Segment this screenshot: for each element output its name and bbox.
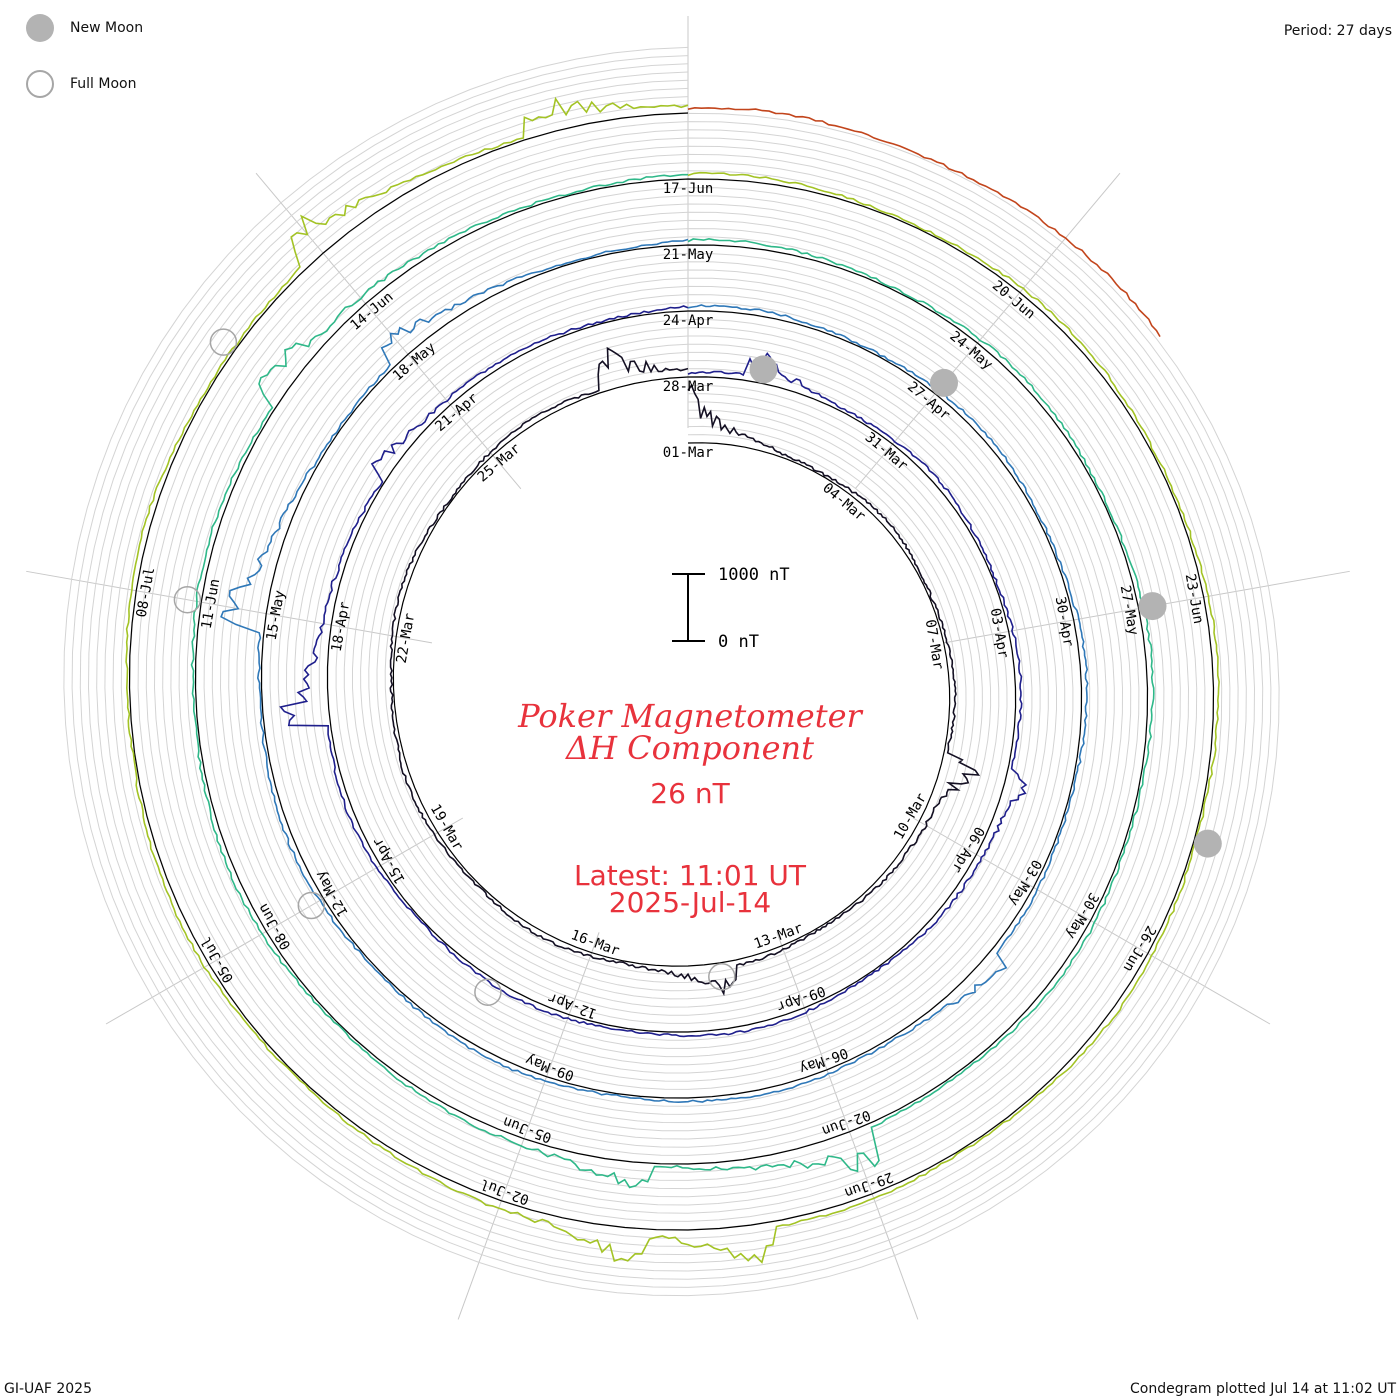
footer-plot-time: Condegram plotted Jul 14 at 11:02 UT (1129, 1381, 1396, 1397)
date-label: 27-May (1117, 584, 1142, 637)
trace-rotation-2025-04-24 (220, 238, 1089, 1104)
legend-full-moon: Full Moon (26, 70, 136, 98)
date-label: 18-Apr (329, 601, 354, 654)
spiral-scale-line (96, 79, 1247, 1264)
latest-date: 2025-Jul-14 (608, 886, 772, 919)
date-label: 08-Jul (134, 566, 159, 619)
date-label: 17-Jun (663, 181, 714, 197)
date-label: 01-Mar (663, 445, 714, 461)
spiral-scale-line (87, 71, 1256, 1272)
trace-rotation-2025-05-21 (190, 173, 1155, 1189)
trace-layer (125, 96, 1220, 1264)
radial-gridline (105, 817, 464, 1025)
new-moon-marker (1138, 592, 1167, 621)
footer-credit: GI-UAF 2025 (4, 1381, 92, 1397)
new-moon-marker (749, 355, 778, 384)
date-label: 11-Jun (199, 578, 224, 631)
date-label: 25-Mar (475, 441, 524, 486)
date-label: 15-May (264, 589, 289, 642)
period-label: Period: 27 days (1283, 23, 1392, 39)
date-label: 24-Apr (663, 313, 714, 329)
scale-bar-top-label: 1000 nT (718, 565, 790, 585)
date-label: 28-Mar (663, 379, 714, 395)
new-moon-icon (26, 14, 54, 42)
date-label: 02-Jul (478, 1175, 531, 1207)
scale-bar-bottom-label: 0 nT (718, 632, 759, 652)
full-moon-marker (209, 328, 238, 356)
legend-new-moon: New Moon (26, 14, 143, 42)
date-label: 29-Jun (842, 1168, 895, 1200)
chart-title-line2: ΔH Component (565, 729, 815, 767)
spiral-scale-line (112, 96, 1231, 1247)
full-moon-marker (173, 585, 202, 614)
moon-marker-layer (173, 328, 1222, 1006)
radial-gridline (912, 817, 1271, 1025)
date-label: 09-May (523, 1051, 576, 1083)
radial-gridline (854, 172, 1121, 490)
trace-rotation-2025-03-28 (279, 305, 1028, 1038)
spiral-scale-line (71, 55, 1272, 1288)
scale-bar: 1000 nT 0 nT (672, 565, 790, 652)
date-label: 22-Mar (394, 612, 419, 665)
full-moon-icon (26, 70, 54, 98)
trace-rotation-2025-03-01 (389, 346, 981, 997)
new-moon-marker (1193, 829, 1222, 858)
spiral-scale-line (79, 63, 1264, 1280)
full-moon-marker (708, 963, 736, 991)
date-label: 21-May (663, 247, 714, 263)
new-moon-marker (930, 368, 958, 397)
trace-rotation-2025-07-14 (687, 106, 1161, 338)
full-moon-marker (297, 891, 326, 920)
spiral-scale-line (120, 104, 1223, 1239)
current-value: 26 nT (650, 777, 730, 810)
spiral-scale-line (104, 87, 1239, 1256)
date-label: 02-Jun (820, 1106, 873, 1138)
latest-time: Latest: 11:01 UT (573, 859, 807, 892)
date-label: 23-Jun (1182, 573, 1207, 626)
date-label: 06-Apr (948, 824, 987, 876)
chart-title-line1: Poker Magnetometer (518, 697, 862, 735)
legend-new-moon-label: New Moon (70, 20, 144, 36)
radial-gridline (776, 932, 919, 1320)
legend-full-moon-label: Full Moon (70, 76, 137, 92)
trace-rotation-2025-06-17 (125, 96, 1220, 1264)
spiral-baseline (128, 112, 1215, 1231)
radial-gridline (26, 570, 433, 644)
chart-title-block: Poker Magnetometer ΔH Component (440, 700, 940, 764)
date-label: 12-Apr (546, 989, 599, 1021)
grid-layer (26, 16, 1350, 1320)
full-moon-marker (474, 978, 502, 1006)
date-label: 16-Mar (569, 927, 622, 959)
